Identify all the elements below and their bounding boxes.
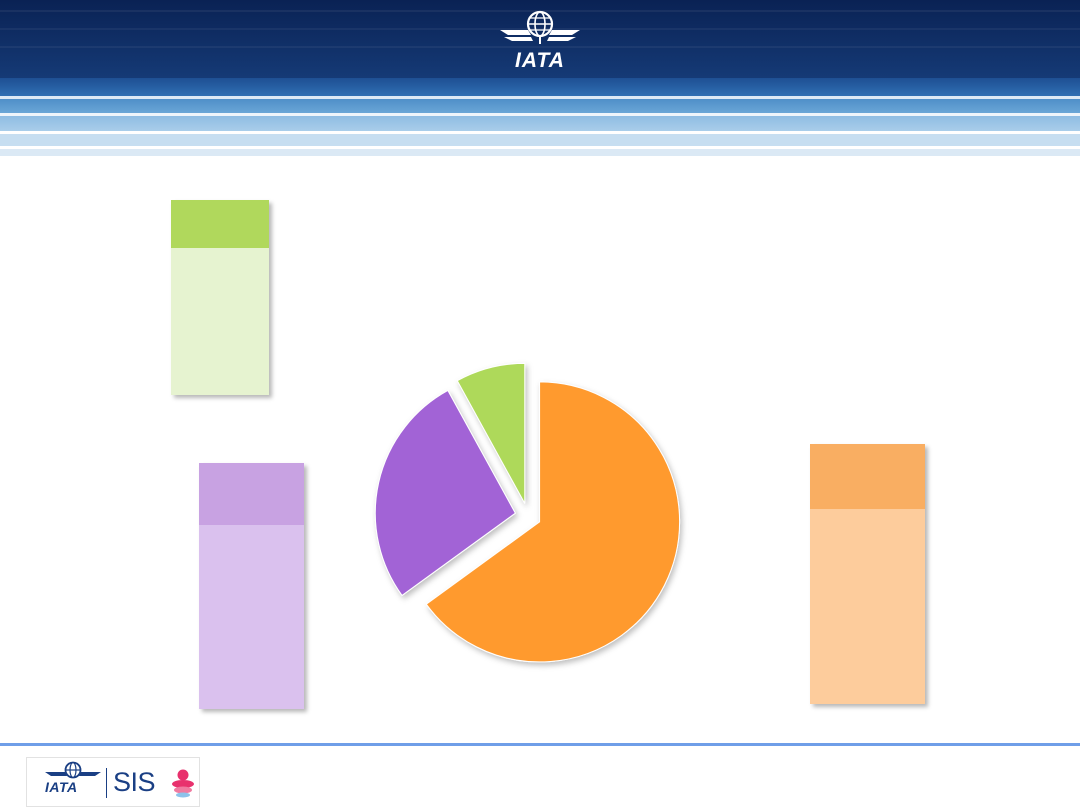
footer-logo: IATA SIS	[26, 757, 200, 807]
callout-box-purple	[199, 463, 304, 709]
pie-slice-orange	[425, 381, 681, 663]
globe-with-wings-icon	[500, 10, 580, 44]
callout-box-green	[171, 200, 269, 395]
iata-wordmark: IATA	[515, 49, 565, 72]
header-banner: IATA	[0, 0, 1080, 160]
header-stripe	[0, 146, 1080, 149]
header-band-mid	[0, 99, 1080, 113]
footer-iata-label: IATA	[45, 779, 78, 795]
header-stripe	[0, 28, 1080, 30]
footer-divider	[0, 743, 1080, 746]
header-stripe	[0, 113, 1080, 116]
pie-chart	[374, 362, 681, 663]
header-band-light	[0, 116, 1080, 131]
header-band-blue	[0, 78, 1080, 96]
header-band-palest	[0, 149, 1080, 156]
callout-cap	[171, 200, 269, 248]
iata-globe-icon	[45, 761, 101, 779]
pie-slice-purple	[374, 389, 516, 597]
header-band-pale	[0, 134, 1080, 146]
callout-cap	[199, 463, 304, 525]
iata-logo: IATA	[498, 8, 582, 72]
callout-body	[199, 525, 304, 709]
callout-body	[810, 509, 925, 704]
callout-body	[171, 248, 269, 395]
footer-logo-separator	[106, 768, 107, 798]
header-stripe	[0, 46, 1080, 48]
header-stripe	[0, 96, 1080, 99]
pie-slice-green	[456, 362, 526, 504]
chart-area	[0, 160, 1080, 740]
sis-swirl-icon	[172, 769, 194, 798]
callout-box-orange	[810, 444, 925, 704]
callout-cap	[810, 444, 925, 509]
footer-sis-label: SIS	[113, 767, 156, 797]
header-stripe	[0, 131, 1080, 134]
